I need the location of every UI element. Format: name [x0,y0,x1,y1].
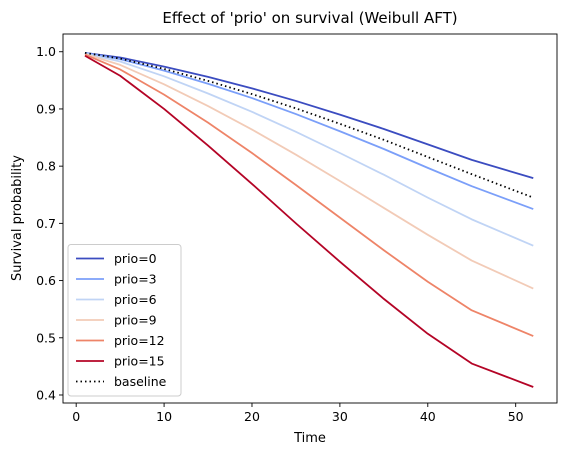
legend-label: prio=6 [114,292,157,307]
y-tick-label: 0.6 [36,273,56,288]
x-axis: 0 10 20 30 40 50 [72,403,523,424]
legend-label: prio=3 [114,272,157,287]
x-tick-label: 20 [244,409,260,424]
y-axis: 0.4 0.5 0.6 0.7 0.8 0.9 1.0 [36,44,63,402]
x-tick-label: 50 [508,409,524,424]
x-tick-label: 0 [72,409,80,424]
x-axis-label: Time [293,431,326,446]
y-axis-label: Survival probability [10,155,25,281]
y-tick-label: 1.0 [36,44,56,59]
x-tick-label: 30 [332,409,348,424]
legend-label: baseline [114,374,167,389]
y-tick-label: 0.5 [36,330,56,345]
legend-label: prio=12 [114,333,165,348]
y-tick-label: 0.4 [36,387,56,402]
chart-title: Effect of 'prio' on survival (Weibull AF… [162,9,457,27]
legend-label: prio=0 [114,251,157,266]
x-tick-label: 40 [420,409,436,424]
y-tick-label: 0.7 [36,216,56,231]
y-tick-label: 0.9 [36,101,56,116]
y-tick-label: 0.8 [36,159,56,174]
x-tick-label: 10 [156,409,172,424]
legend: prio=0 prio=3 prio=6 prio=9 prio=12 prio=15 ba… [68,245,181,397]
legend-label: prio=9 [114,313,157,328]
legend-label: prio=15 [114,354,165,369]
